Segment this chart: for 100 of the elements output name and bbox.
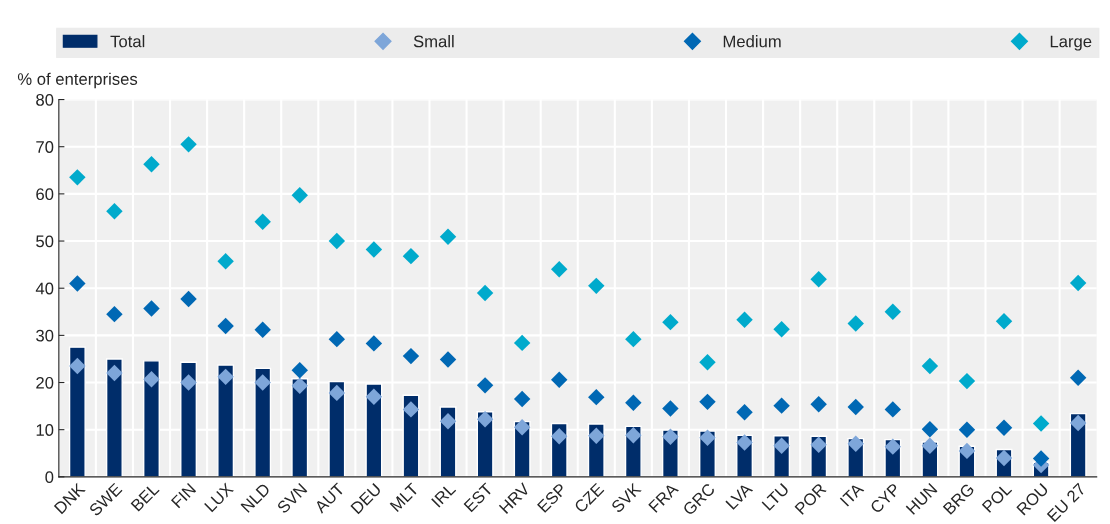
point bbox=[69, 169, 86, 186]
point bbox=[365, 388, 383, 405]
point bbox=[588, 427, 605, 445]
point bbox=[884, 303, 902, 320]
point bbox=[476, 284, 494, 302]
point bbox=[106, 364, 123, 382]
point bbox=[736, 434, 753, 451]
legend-label: Large bbox=[1050, 35, 1092, 51]
x-tick-label: LTU bbox=[761, 483, 790, 511]
point bbox=[513, 390, 531, 408]
point bbox=[847, 435, 864, 453]
point bbox=[254, 213, 271, 230]
point bbox=[958, 421, 976, 438]
point bbox=[402, 347, 420, 365]
y-tick-label: 10 bbox=[36, 424, 54, 436]
y-tick-label: 60 bbox=[36, 188, 54, 201]
point bbox=[254, 321, 271, 338]
point bbox=[476, 411, 494, 428]
point bbox=[736, 311, 753, 329]
point bbox=[143, 300, 160, 317]
point bbox=[699, 429, 716, 446]
point bbox=[439, 228, 457, 246]
point bbox=[588, 388, 605, 406]
point bbox=[921, 420, 939, 438]
point bbox=[884, 438, 902, 455]
point bbox=[328, 232, 346, 250]
point bbox=[402, 401, 420, 418]
point bbox=[810, 436, 827, 453]
point bbox=[217, 368, 234, 386]
y-tick-label: 40 bbox=[35, 282, 54, 295]
y-tick-label: 0 bbox=[45, 471, 54, 484]
x-tick-label: FRA bbox=[648, 482, 679, 513]
point bbox=[217, 253, 234, 270]
x-tick-label: EU 27 bbox=[1046, 482, 1087, 523]
legend-label: Total bbox=[110, 35, 145, 48]
y-tick-label: 80 bbox=[36, 93, 54, 106]
y-tick-label: 50 bbox=[36, 235, 54, 248]
x-tick-label: LVA bbox=[725, 482, 754, 510]
y-tick-label: 20 bbox=[36, 376, 54, 389]
point bbox=[662, 400, 679, 417]
y-tick-label: 70 bbox=[36, 141, 54, 153]
y-axis-title: % of enterprises bbox=[17, 72, 138, 89]
point bbox=[625, 394, 642, 412]
point bbox=[69, 275, 86, 292]
x-tick-label: CYP bbox=[869, 482, 901, 514]
x-tick-label: FIN bbox=[170, 483, 197, 509]
point bbox=[810, 271, 827, 288]
point bbox=[551, 261, 568, 278]
point bbox=[291, 362, 308, 379]
point bbox=[439, 351, 457, 368]
point bbox=[1069, 369, 1087, 387]
point bbox=[1032, 415, 1050, 432]
point bbox=[810, 396, 827, 413]
point bbox=[180, 374, 197, 391]
point bbox=[625, 330, 642, 348]
point bbox=[699, 354, 716, 371]
point bbox=[662, 428, 679, 445]
point bbox=[180, 290, 197, 308]
point bbox=[958, 372, 976, 390]
point bbox=[995, 449, 1013, 467]
point bbox=[106, 305, 123, 323]
point bbox=[291, 377, 308, 395]
x-tick-label: POL bbox=[981, 482, 1013, 513]
point bbox=[69, 357, 86, 375]
point bbox=[476, 377, 494, 394]
point bbox=[143, 155, 160, 173]
point bbox=[254, 374, 271, 391]
point bbox=[365, 335, 383, 352]
legend-label: Small bbox=[413, 35, 454, 48]
point bbox=[662, 313, 679, 331]
point bbox=[1069, 274, 1087, 292]
point bbox=[328, 330, 346, 348]
legend-label: Medium bbox=[723, 35, 781, 48]
point bbox=[1069, 414, 1087, 432]
x-tick-label: BEL bbox=[130, 482, 160, 512]
point bbox=[773, 321, 790, 338]
point bbox=[699, 393, 716, 411]
point bbox=[847, 398, 864, 416]
point bbox=[921, 357, 939, 375]
point bbox=[365, 241, 383, 258]
point bbox=[143, 371, 160, 388]
point bbox=[921, 437, 939, 454]
point bbox=[513, 419, 531, 436]
point bbox=[1032, 450, 1050, 467]
point bbox=[402, 247, 420, 265]
point bbox=[847, 315, 864, 332]
point bbox=[291, 187, 308, 204]
point bbox=[773, 397, 790, 414]
y-tick-label: 30 bbox=[36, 329, 54, 342]
point bbox=[625, 427, 642, 444]
point bbox=[773, 437, 790, 454]
point bbox=[588, 277, 605, 295]
point bbox=[995, 313, 1013, 330]
point bbox=[884, 401, 902, 418]
point bbox=[958, 442, 976, 460]
point bbox=[217, 317, 234, 335]
point bbox=[328, 384, 346, 402]
point bbox=[106, 203, 123, 220]
x-tick-label: IRL bbox=[431, 482, 457, 508]
point bbox=[180, 136, 197, 153]
